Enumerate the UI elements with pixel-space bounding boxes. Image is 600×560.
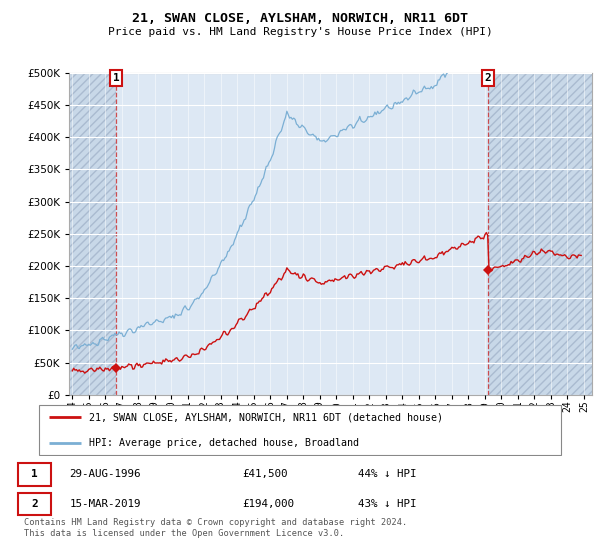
Text: Price paid vs. HM Land Registry's House Price Index (HPI): Price paid vs. HM Land Registry's House …	[107, 27, 493, 37]
Text: 2: 2	[485, 73, 491, 83]
Text: HPI: Average price, detached house, Broadland: HPI: Average price, detached house, Broa…	[89, 437, 359, 447]
Text: 43% ↓ HPI: 43% ↓ HPI	[358, 499, 416, 509]
Bar	[488, 73, 592, 395]
Text: 1: 1	[31, 469, 38, 479]
Text: This data is licensed under the Open Government Licence v3.0.: This data is licensed under the Open Gov…	[24, 530, 344, 539]
Bar	[69, 73, 116, 395]
Text: 29-AUG-1996: 29-AUG-1996	[70, 469, 141, 479]
Text: 21, SWAN CLOSE, AYLSHAM, NORWICH, NR11 6DT: 21, SWAN CLOSE, AYLSHAM, NORWICH, NR11 6…	[132, 12, 468, 25]
Text: 1: 1	[113, 73, 119, 83]
Text: 15-MAR-2019: 15-MAR-2019	[70, 499, 141, 509]
Text: 21, SWAN CLOSE, AYLSHAM, NORWICH, NR11 6DT (detached house): 21, SWAN CLOSE, AYLSHAM, NORWICH, NR11 6…	[89, 412, 443, 422]
Text: £194,000: £194,000	[242, 499, 295, 509]
Text: £41,500: £41,500	[242, 469, 288, 479]
Text: 2: 2	[31, 499, 38, 509]
FancyBboxPatch shape	[18, 463, 51, 486]
FancyBboxPatch shape	[18, 493, 51, 515]
Text: 44% ↓ HPI: 44% ↓ HPI	[358, 469, 416, 479]
Text: Contains HM Land Registry data © Crown copyright and database right 2024.: Contains HM Land Registry data © Crown c…	[24, 519, 407, 528]
FancyBboxPatch shape	[38, 405, 561, 455]
